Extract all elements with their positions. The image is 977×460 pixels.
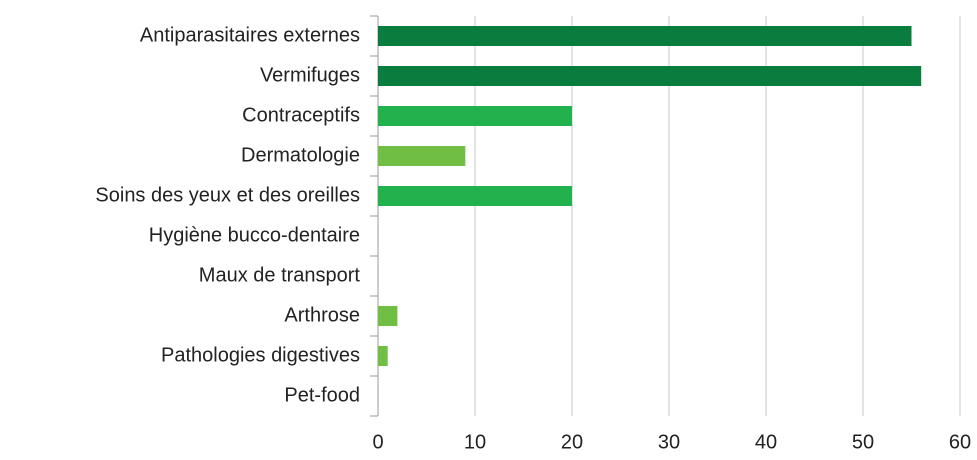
bar <box>378 66 922 86</box>
bar <box>378 306 398 326</box>
bar <box>378 346 388 366</box>
y-tick-label: Dermatologie <box>241 144 360 166</box>
y-tick-label: Pet-food <box>284 384 360 406</box>
x-tick-label: 10 <box>464 431 486 453</box>
bar <box>378 186 572 206</box>
x-tick-label: 0 <box>372 431 383 453</box>
y-tick-label: Maux de transport <box>199 264 361 286</box>
y-tick-label: Contraceptifs <box>242 104 360 126</box>
y-tick-label: Hygiène bucco-dentaire <box>149 224 360 246</box>
y-tick-label: Arthrose <box>284 304 360 326</box>
x-tick-label: 30 <box>658 431 680 453</box>
y-tick-label: Soins des yeux et des oreilles <box>95 184 360 206</box>
y-tick-label: Antiparasitaires externes <box>140 24 360 46</box>
x-tick-label: 20 <box>561 431 583 453</box>
y-tick-label: Pathologies digestives <box>161 344 360 366</box>
y-tick-label: Vermifuges <box>260 64 360 86</box>
x-tick-label: 60 <box>949 431 971 453</box>
x-tick-label: 40 <box>755 431 777 453</box>
x-tick-label: 50 <box>852 431 874 453</box>
bar <box>378 26 912 46</box>
bar <box>378 106 572 126</box>
bar <box>378 146 466 166</box>
